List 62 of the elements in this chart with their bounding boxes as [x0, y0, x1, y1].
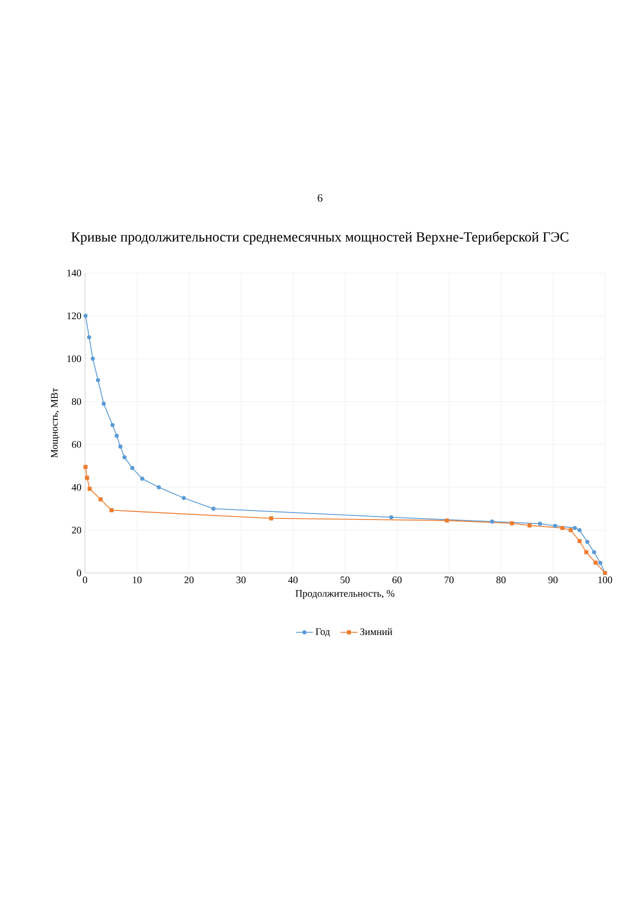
point	[102, 402, 106, 406]
point	[389, 515, 394, 520]
point	[87, 335, 92, 340]
point	[490, 520, 494, 524]
point	[85, 476, 90, 480]
y-axis-title: Мощность, МВт	[51, 388, 60, 458]
point	[510, 521, 514, 526]
point	[88, 486, 92, 491]
x-tick-label: 50	[340, 576, 350, 584]
point	[83, 314, 88, 318]
point	[598, 560, 602, 565]
x-tick-label: 40	[288, 576, 298, 584]
point	[577, 539, 582, 544]
x-tick-label: 10	[132, 576, 142, 584]
legend-label: Год	[316, 628, 330, 637]
point	[140, 476, 144, 481]
point	[90, 356, 95, 361]
x-tick-label: 90	[548, 576, 558, 584]
y-tick-label: 40	[72, 484, 82, 491]
point	[110, 423, 115, 428]
point	[568, 528, 573, 532]
y-tick-label: 120	[67, 312, 82, 320]
point	[130, 466, 134, 470]
y-tick-label: 60	[72, 441, 82, 448]
y-tick-label: 0	[76, 570, 82, 576]
x-tick-label: 0	[82, 576, 88, 584]
point	[585, 540, 590, 544]
x-tick-label: 30	[236, 576, 246, 584]
point	[444, 518, 449, 523]
y-tick-label: 100	[67, 355, 82, 362]
point	[114, 434, 119, 438]
chart-title: Кривые продолжительности среднемесячных мощностей Верхне-Териберской ГЭС	[71, 232, 568, 244]
point	[538, 522, 542, 526]
y-tick-label: 20	[72, 526, 82, 534]
point	[594, 560, 598, 565]
point	[528, 523, 532, 528]
point	[553, 524, 558, 528]
x-tick-label: 100	[598, 576, 612, 584]
legend-label: Зимний	[360, 628, 392, 636]
y-tick-label: 140	[67, 270, 82, 276]
x-tick-label: 80	[496, 576, 506, 584]
point	[118, 444, 122, 449]
x-axis-title: Продолжительность, %	[296, 590, 394, 599]
x-tick-label: 60	[392, 576, 402, 584]
point	[98, 497, 103, 502]
point	[269, 516, 274, 520]
point	[156, 485, 161, 490]
point	[182, 496, 186, 500]
point	[572, 526, 577, 530]
x-tick-label: 20	[184, 576, 194, 584]
point	[109, 508, 114, 512]
text: 6	[318, 194, 322, 202]
point	[577, 528, 582, 532]
y-tick-label: 80	[72, 398, 82, 405]
x-tick-label: 70	[444, 576, 454, 584]
point	[122, 455, 127, 460]
point	[96, 378, 100, 382]
point	[560, 526, 564, 530]
point	[211, 506, 216, 511]
point	[584, 550, 588, 554]
point	[592, 550, 596, 554]
point	[83, 464, 88, 469]
